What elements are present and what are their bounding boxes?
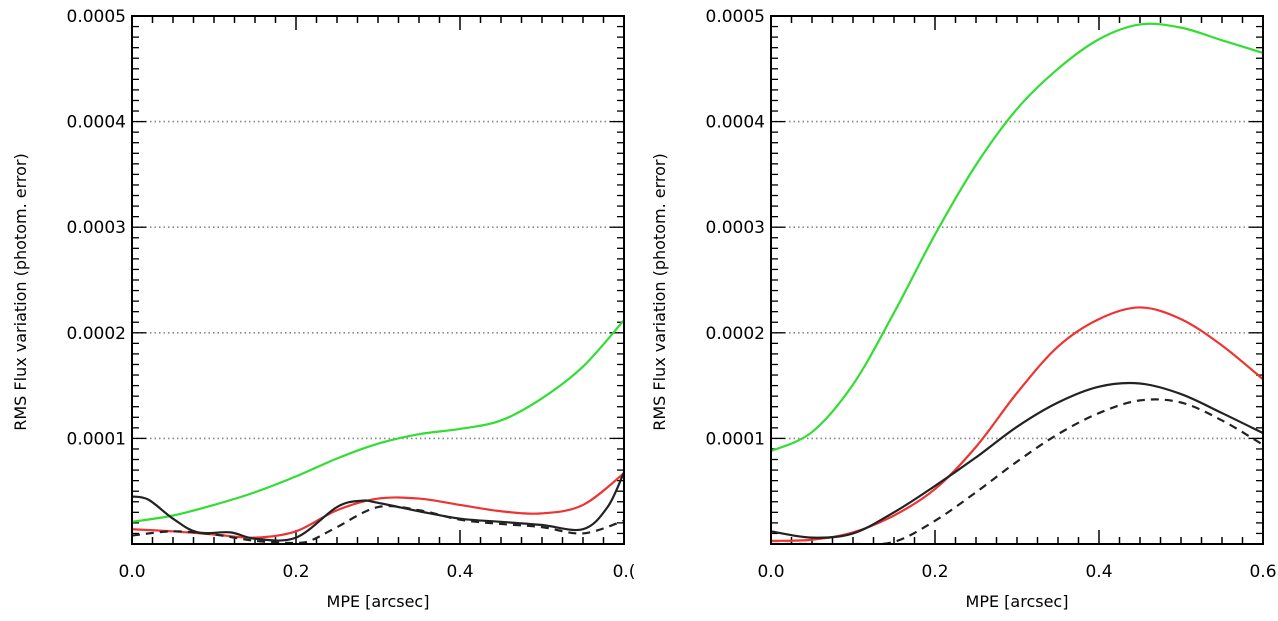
series-line-1 (771, 22, 1263, 453)
series-line-3 (132, 471, 624, 542)
y-tick-label: 0.0004 (67, 113, 126, 133)
plot-frame (131, 15, 625, 545)
y-tick-label: 0.0002 (67, 324, 126, 344)
chart-left: 0.0 0.2 0.4 0.( 0.0001 0.0002 0.0003 0.0004 0.00… (11, 7, 636, 611)
y-axis-title: RMS Flux variation (photom. error) (650, 153, 669, 430)
y-tick-label: 0.0003 (67, 218, 126, 238)
x-axis-title: MPE [arcsec] (327, 592, 430, 611)
x-tick-label: 0.( (613, 562, 636, 582)
series-line-4 (771, 398, 1263, 544)
x-tick-label: 0.2 (921, 562, 948, 582)
series-line-4 (132, 504, 624, 544)
x-tick-label: 0.4 (446, 562, 473, 582)
y-tick-label: 0.0004 (706, 113, 765, 133)
y-tick-label: 0.0005 (67, 7, 126, 27)
chart-panel-left: 0.0 0.2 0.4 0.( 0.0001 0.0002 0.0003 0.0004 0.00… (11, 7, 636, 611)
series-line-2 (132, 472, 624, 539)
y-tick-label: 0.0001 (67, 429, 126, 449)
y-tick-label: 0.0002 (706, 324, 765, 344)
series-line-2 (771, 306, 1263, 542)
y-tick-label: 0.0005 (706, 7, 765, 27)
y-axis-title: RMS Flux variation (photom. error) (11, 153, 30, 430)
x-tick-label: 0.2 (282, 562, 309, 582)
x-tick-label: 0.0 (757, 562, 784, 582)
chart-panel-right: 0.0 0.2 0.4 0.6 0.0001 0.0002 0.0003 0.0004 0.00… (639, 0, 1278, 621)
series-line-1 (132, 319, 624, 523)
x-axis-title: MPE [arcsec] (966, 592, 1069, 611)
series-line-3 (771, 381, 1263, 539)
x-tick-label: 0.4 (1085, 562, 1112, 582)
chart-right: 0.0 0.2 0.4 0.6 0.0001 0.0002 0.0003 0.0004 0.00… (650, 7, 1277, 611)
y-tick-label: 0.0001 (706, 429, 765, 449)
x-tick-label: 0.6 (1249, 562, 1276, 582)
x-tick-label: 0.0 (118, 562, 145, 582)
plot-frame (770, 15, 1264, 545)
y-tick-label: 0.0003 (706, 218, 765, 238)
